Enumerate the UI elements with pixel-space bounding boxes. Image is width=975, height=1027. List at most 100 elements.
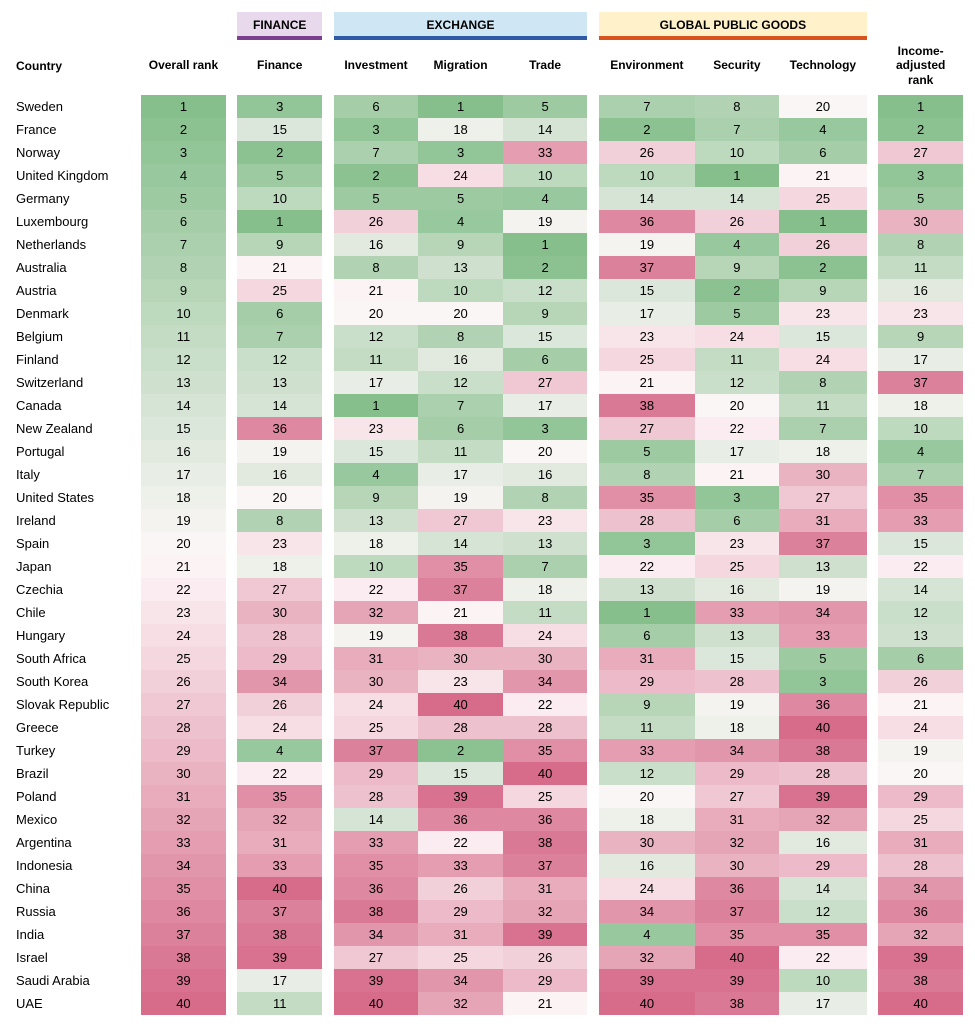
rank-cell: 18 bbox=[695, 716, 780, 739]
rank-cell: 2 bbox=[599, 118, 695, 141]
rank-cell: 15 bbox=[503, 325, 588, 348]
rank-cell: 28 bbox=[599, 509, 695, 532]
rank-cell: 12 bbox=[334, 325, 419, 348]
table-row: Denmark106202091752323 bbox=[12, 302, 963, 325]
income-rank-cell: 26 bbox=[878, 670, 963, 693]
rank-cell: 34 bbox=[237, 670, 322, 693]
rank-cell: 31 bbox=[599, 647, 695, 670]
overall-rank-cell: 5 bbox=[141, 187, 226, 210]
rank-cell: 2 bbox=[503, 256, 588, 279]
rank-cell: 7 bbox=[418, 394, 503, 417]
overall-rank-cell: 14 bbox=[141, 394, 226, 417]
col-income: Income-adjustedrank bbox=[878, 40, 963, 95]
rank-cell: 39 bbox=[334, 969, 419, 992]
rank-cell: 3 bbox=[599, 532, 695, 555]
rank-cell: 4 bbox=[418, 210, 503, 233]
rank-cell: 12 bbox=[695, 371, 780, 394]
rank-cell: 33 bbox=[237, 854, 322, 877]
table-row: Germany5105541414255 bbox=[12, 187, 963, 210]
rank-cell: 19 bbox=[503, 210, 588, 233]
rank-cell: 23 bbox=[599, 325, 695, 348]
country-cell: United States bbox=[12, 486, 141, 509]
rank-cell: 27 bbox=[334, 946, 419, 969]
rank-cell: 7 bbox=[237, 325, 322, 348]
country-cell: Austria bbox=[12, 279, 141, 302]
rank-cell: 12 bbox=[418, 371, 503, 394]
rank-cell: 21 bbox=[237, 256, 322, 279]
rank-cell: 8 bbox=[695, 95, 780, 118]
rank-cell: 17 bbox=[779, 992, 866, 1015]
overall-rank-cell: 11 bbox=[141, 325, 226, 348]
rank-cell: 15 bbox=[779, 325, 866, 348]
rank-cell: 6 bbox=[695, 509, 780, 532]
country-cell: Denmark bbox=[12, 302, 141, 325]
col-trade: Trade bbox=[503, 40, 588, 95]
rank-cell: 33 bbox=[334, 831, 419, 854]
rank-cell: 35 bbox=[599, 486, 695, 509]
rank-cell: 29 bbox=[779, 854, 866, 877]
rank-cell: 36 bbox=[418, 808, 503, 831]
rank-cell: 20 bbox=[334, 302, 419, 325]
rank-cell: 37 bbox=[334, 739, 419, 762]
country-cell: Czechia bbox=[12, 578, 141, 601]
table-row: Norway3273332610627 bbox=[12, 141, 963, 164]
country-cell: Luxembourg bbox=[12, 210, 141, 233]
rank-cell: 15 bbox=[599, 279, 695, 302]
income-rank-cell: 35 bbox=[878, 486, 963, 509]
rank-cell: 40 bbox=[237, 877, 322, 900]
rank-cell: 34 bbox=[418, 969, 503, 992]
income-rank-cell: 29 bbox=[878, 785, 963, 808]
overall-rank-cell: 19 bbox=[141, 509, 226, 532]
rank-cell: 33 bbox=[503, 141, 588, 164]
rank-cell: 31 bbox=[695, 808, 780, 831]
overall-rank-cell: 20 bbox=[141, 532, 226, 555]
overall-rank-cell: 3 bbox=[141, 141, 226, 164]
rank-cell: 34 bbox=[599, 900, 695, 923]
rank-cell: 14 bbox=[779, 877, 866, 900]
rank-cell: 14 bbox=[503, 118, 588, 141]
rank-cell: 14 bbox=[418, 532, 503, 555]
table-row: Canada1414171738201118 bbox=[12, 394, 963, 417]
table-row: Belgium117128152324159 bbox=[12, 325, 963, 348]
rank-cell: 24 bbox=[334, 693, 419, 716]
rank-cell: 4 bbox=[334, 463, 419, 486]
income-rank-cell: 5 bbox=[878, 187, 963, 210]
rank-cell: 11 bbox=[237, 992, 322, 1015]
table-row: India37383431394353532 bbox=[12, 923, 963, 946]
rank-cell: 4 bbox=[503, 187, 588, 210]
rank-cell: 4 bbox=[599, 923, 695, 946]
rank-cell: 28 bbox=[695, 670, 780, 693]
rank-cell: 29 bbox=[503, 969, 588, 992]
rank-cell: 39 bbox=[503, 923, 588, 946]
rank-cell: 35 bbox=[237, 785, 322, 808]
rank-cell: 25 bbox=[334, 716, 419, 739]
rank-cell: 38 bbox=[599, 394, 695, 417]
table-row: Turkey2943723533343819 bbox=[12, 739, 963, 762]
rank-cell: 8 bbox=[237, 509, 322, 532]
rank-cell: 35 bbox=[695, 923, 780, 946]
overall-rank-cell: 18 bbox=[141, 486, 226, 509]
rank-cell: 2 bbox=[779, 256, 866, 279]
rank-cell: 29 bbox=[599, 670, 695, 693]
rank-cell: 20 bbox=[779, 95, 866, 118]
table-row: Sweden1361578201 bbox=[12, 95, 963, 118]
income-rank-cell: 38 bbox=[878, 969, 963, 992]
rank-cell: 32 bbox=[599, 946, 695, 969]
rank-cell: 10 bbox=[695, 141, 780, 164]
rank-cell: 13 bbox=[599, 578, 695, 601]
col-migration: Migration bbox=[418, 40, 503, 95]
rank-cell: 19 bbox=[779, 578, 866, 601]
overall-rank-cell: 6 bbox=[141, 210, 226, 233]
table-row: United States182091983532735 bbox=[12, 486, 963, 509]
rank-cell: 30 bbox=[503, 647, 588, 670]
rank-cell: 32 bbox=[418, 992, 503, 1015]
table-row: New Zealand153623632722710 bbox=[12, 417, 963, 440]
table-row: Indonesia343335333716302928 bbox=[12, 854, 963, 877]
rank-cell: 11 bbox=[503, 601, 588, 624]
rank-cell: 15 bbox=[334, 440, 419, 463]
income-rank-cell: 31 bbox=[878, 831, 963, 854]
rank-cell: 20 bbox=[503, 440, 588, 463]
rank-cell: 13 bbox=[779, 555, 866, 578]
overall-rank-cell: 39 bbox=[141, 969, 226, 992]
rank-cell: 12 bbox=[779, 900, 866, 923]
